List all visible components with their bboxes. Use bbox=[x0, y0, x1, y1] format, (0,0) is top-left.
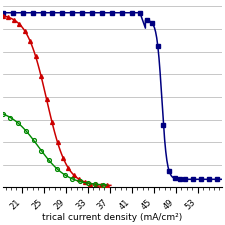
X-axis label: trical current density (mA/cm²): trical current density (mA/cm²) bbox=[42, 213, 183, 222]
